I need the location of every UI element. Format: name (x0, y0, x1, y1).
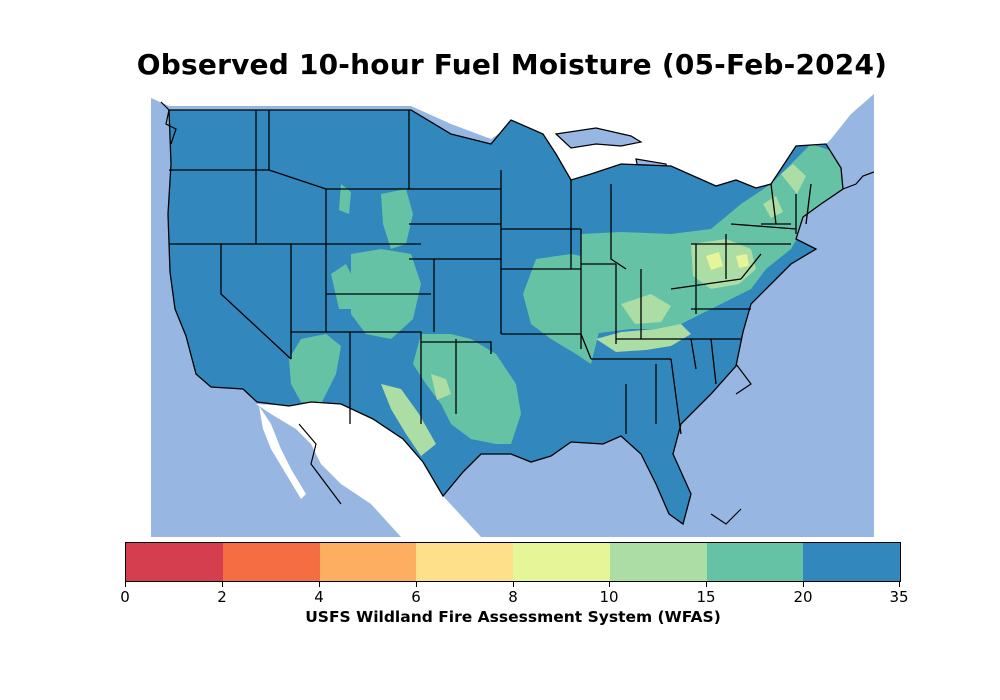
colorbar-segment (416, 543, 513, 581)
colorbar-tick-label: 35 (889, 588, 909, 606)
coastline-details (160, 101, 874, 525)
colorbar-segment (513, 543, 610, 581)
colorbar-tick (416, 582, 417, 587)
moisture-class-8-10-regions (706, 252, 749, 270)
colorbar-tick-label: 8 (508, 588, 518, 606)
state-boundaries (167, 109, 844, 526)
colorbar-segment (609, 543, 707, 581)
moisture-class-15-20-regions (289, 144, 843, 444)
colorbar-segment (803, 543, 900, 581)
colorbar-tick (803, 582, 804, 587)
colorbar-tick-label: 2 (217, 588, 227, 606)
moisture-class-10-15-regions (381, 164, 806, 456)
colorbar (125, 542, 901, 582)
colorbar-segment (319, 543, 417, 581)
colorbar-tick (125, 582, 126, 587)
colorbar-tick-label: 15 (696, 588, 716, 606)
colorbar-tick (222, 582, 223, 587)
baja-peninsula (259, 406, 306, 499)
colorbar-label: USFS Wildland Fire Assessment System (WF… (305, 608, 721, 626)
colorbar-tick-label: 6 (411, 588, 421, 606)
colorbar-tick-label: 4 (314, 588, 324, 606)
colorbar-tick-label: 20 (793, 588, 813, 606)
colorbar-tick (899, 582, 900, 587)
colorbar-tick (513, 582, 514, 587)
colorbar-tick (609, 582, 610, 587)
colorbar-segment (126, 543, 223, 581)
lake-superior (554, 127, 643, 149)
colorbar-tick-label: 10 (599, 588, 619, 606)
map-title: Observed 10-hour Fuel Moisture (05-Feb-2… (136, 48, 888, 81)
colorbar-tick (319, 582, 320, 587)
colorbar-tick-label: 0 (120, 588, 130, 606)
colorbar-segment (706, 543, 804, 581)
colorbar-segment (222, 543, 320, 581)
mexico-land (256, 402, 481, 537)
colorbar-tick (706, 582, 707, 587)
fuel-moisture-map (151, 84, 874, 537)
